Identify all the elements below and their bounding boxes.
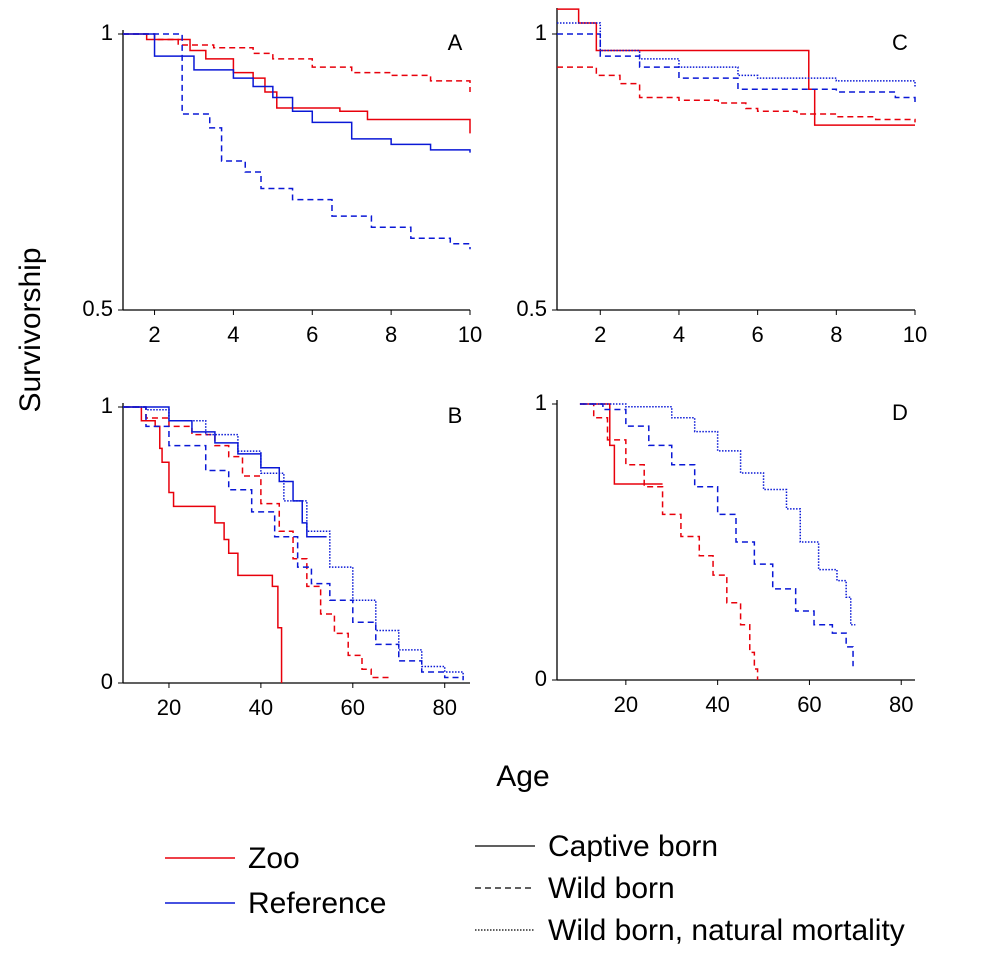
y-tick-label: 0.5 — [516, 296, 547, 321]
survival-line — [123, 33, 471, 250]
survival-line — [579, 403, 663, 485]
x-tick-label: 40 — [249, 695, 273, 720]
y-tick-label: 1 — [101, 393, 113, 418]
x-tick-label: 4 — [673, 322, 685, 347]
x-tick-label: 80 — [889, 692, 913, 717]
x-tick-label: 6 — [752, 322, 764, 347]
y-tick-label: 1 — [101, 20, 113, 45]
survival-line — [579, 403, 854, 667]
x-tick-label: 10 — [458, 322, 482, 347]
legend-label: Reference — [248, 887, 386, 920]
survival-line — [123, 406, 464, 681]
survival-line — [557, 66, 916, 123]
x-tick-label: 60 — [797, 692, 821, 717]
legend-label: Wild born — [548, 872, 675, 905]
survival-line — [557, 33, 916, 103]
x-axis-title: Age — [496, 760, 549, 793]
x-tick-label: 8 — [385, 322, 397, 347]
panel-label: C — [892, 30, 908, 55]
x-tick-label: 6 — [306, 322, 318, 347]
x-tick-label: 80 — [432, 695, 456, 720]
survival-line — [123, 33, 471, 92]
x-tick-label: 60 — [341, 695, 365, 720]
x-tick-label: 40 — [705, 692, 729, 717]
x-tick-label: 4 — [227, 322, 239, 347]
y-tick-label: 1 — [535, 20, 547, 45]
survival-line — [123, 33, 471, 153]
x-tick-label: 8 — [830, 322, 842, 347]
survival-line — [557, 8, 915, 126]
x-tick-label: 2 — [594, 322, 606, 347]
survival-line — [123, 406, 283, 683]
panel-label: A — [448, 30, 463, 55]
x-tick-label: 20 — [614, 692, 638, 717]
legend-label: Zoo — [248, 842, 300, 875]
survival-line — [123, 33, 471, 134]
x-tick-label: 10 — [903, 322, 927, 347]
y-tick-label: 0 — [101, 669, 113, 694]
x-tick-label: 20 — [157, 695, 181, 720]
survival-line — [123, 406, 327, 538]
survival-line — [557, 22, 916, 87]
y-tick-label: 1 — [535, 390, 547, 415]
panel-label: D — [892, 400, 908, 425]
survival-line — [123, 406, 464, 678]
legend-label: Captive born — [548, 830, 718, 863]
panel-label: B — [448, 403, 463, 428]
x-tick-label: 2 — [148, 322, 160, 347]
legend-label: Wild born, natural mortality — [548, 914, 905, 947]
survival-line — [123, 406, 390, 679]
y-tick-label: 0.5 — [82, 296, 113, 321]
survival-line — [579, 403, 759, 680]
survival-line — [579, 403, 856, 626]
y-axis-title: Survivorship — [14, 247, 47, 412]
y-tick-label: 0 — [535, 666, 547, 691]
